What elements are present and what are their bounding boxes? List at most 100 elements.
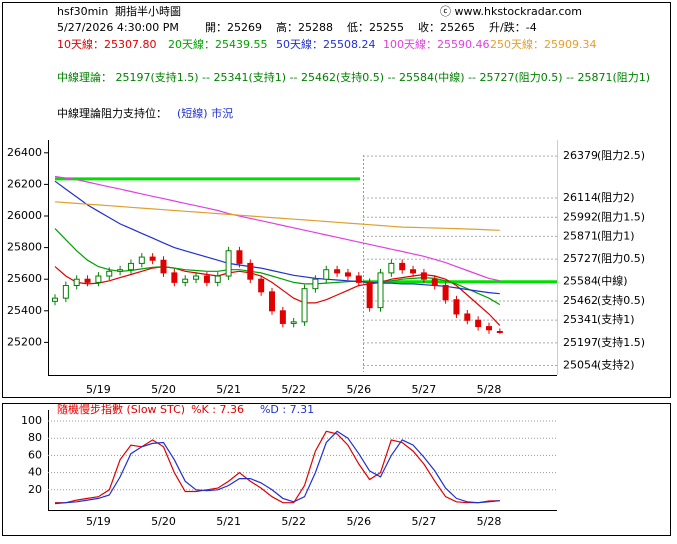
candle-body	[269, 291, 275, 312]
level-name: (支持1)	[597, 312, 635, 326]
candle-body	[334, 269, 341, 274]
ma-line	[54, 201, 500, 231]
candle-body	[127, 262, 134, 271]
ma-legend: 100天線：25590.46	[383, 37, 490, 51]
ma-name: 50天線	[276, 37, 312, 51]
ma-separator: ：	[312, 38, 323, 51]
x-tick-label: 5/26	[346, 383, 371, 396]
ma-legend: 20天線：25439.55	[168, 37, 268, 51]
field-value: 25255	[369, 21, 404, 34]
candle-body	[160, 259, 167, 274]
level-name: (阻力1)	[597, 229, 635, 242]
ma-line	[54, 265, 501, 326]
stoch-separator: :	[209, 403, 220, 416]
theory: 中線理論： 25197(支持1.5) -- 25341(支持1) -- 2546…	[57, 70, 650, 84]
x-tick-label: 5/27	[412, 383, 437, 396]
candle-body	[431, 278, 438, 287]
y-tick-label: 25200	[7, 335, 42, 348]
candle-body	[214, 275, 221, 283]
candle-body	[312, 278, 319, 290]
candle-body	[344, 272, 351, 277]
stoch-frame	[2, 403, 671, 536]
ma-legend: 50天線：25508.24	[276, 37, 376, 51]
x-tick-label: 5/26	[346, 515, 371, 528]
ma-value: 25590.46	[437, 38, 490, 51]
ma-name: 10天線	[57, 37, 93, 51]
field-value: 25288	[298, 21, 333, 34]
candle-body	[399, 262, 406, 271]
level-value: 25871	[563, 229, 598, 242]
fields: 開：25269 高：25288 低：25255 收：25265 升/跌：-4	[205, 20, 537, 34]
ma-separator: ：	[204, 38, 215, 51]
level-value: 25054	[563, 358, 598, 371]
field-separator: ：	[358, 21, 369, 34]
field-label: 高	[276, 20, 287, 34]
candle-body	[290, 321, 297, 324]
copyright: ⓒ www.hkstockradar.com	[440, 5, 582, 18]
y-tick-label: 20	[28, 483, 42, 496]
candle-body	[171, 272, 178, 283]
ma-name: 250天線	[490, 37, 533, 51]
y-tick-label: 40	[28, 466, 42, 479]
candle-body	[464, 313, 471, 321]
candle-body	[117, 269, 124, 272]
ma-line	[54, 175, 500, 282]
candle-body	[149, 256, 156, 261]
y-tick-label: 25800	[7, 241, 42, 254]
candle-body	[106, 270, 113, 277]
field-label: 低	[347, 21, 358, 34]
field-separator: ：	[287, 21, 298, 34]
ma-legend: 250天線：25909.34	[490, 37, 597, 51]
candle-body	[496, 330, 503, 333]
y-tick-label: 25600	[7, 272, 42, 285]
candle-body	[258, 278, 265, 293]
y-tick-label: 100	[21, 414, 42, 427]
level-value: 25727	[563, 252, 598, 265]
field-label: 開	[205, 21, 216, 34]
ma-value: 25909.34	[544, 38, 597, 51]
candle-body	[486, 326, 492, 331]
x-tick-label: 5/19	[86, 515, 111, 528]
candle-body	[377, 272, 384, 309]
candle-body	[279, 310, 286, 324]
stoch-line	[55, 430, 500, 504]
candle-body	[182, 278, 189, 283]
field-label: 升/跌	[489, 20, 515, 34]
ma-legend: 10天線：25307.80	[57, 37, 157, 51]
field-label: 收	[418, 20, 429, 34]
field-value: -4	[526, 21, 537, 34]
level-name: (支持1.5)	[597, 335, 645, 349]
symbol: hsf30min	[57, 5, 108, 18]
levels-mode: (短線) 市況	[177, 106, 233, 120]
stoch-name: %K	[191, 403, 209, 416]
ma-line	[54, 228, 501, 306]
field-value: 25269	[227, 21, 262, 34]
candle-body	[442, 285, 449, 301]
candle-body	[355, 275, 362, 283]
levels-title: 中線理論阻力支持位：	[57, 106, 167, 120]
stoch-title: 隨機慢步指數 (Slow STC)	[57, 402, 185, 416]
level-value: 26114	[563, 191, 598, 204]
candle-body	[247, 262, 254, 280]
y-tick-label: 26000	[7, 209, 42, 222]
ma-value: 25307.80	[104, 38, 157, 51]
candle-body	[84, 278, 91, 283]
x-tick-label: 5/21	[216, 383, 241, 396]
level-name: (阻力0.5)	[597, 252, 645, 265]
candle-body	[323, 269, 330, 280]
level-value: 25341	[563, 313, 598, 326]
field-value: 25265	[440, 21, 475, 34]
level-name: (中線)	[597, 274, 628, 288]
candle-body	[73, 278, 80, 287]
x-tick-label: 5/21	[216, 515, 241, 528]
y-tick-label: 25400	[7, 304, 42, 317]
ma-value: 25439.55	[215, 38, 268, 51]
candle-body	[62, 285, 69, 299]
candle-body	[453, 299, 460, 315]
candle-body	[52, 297, 58, 302]
level-name: (支持0.5)	[597, 293, 645, 307]
x-tick-label: 5/20	[151, 515, 176, 528]
level-value: 25197	[563, 336, 598, 349]
ma-separator: ：	[533, 38, 544, 51]
